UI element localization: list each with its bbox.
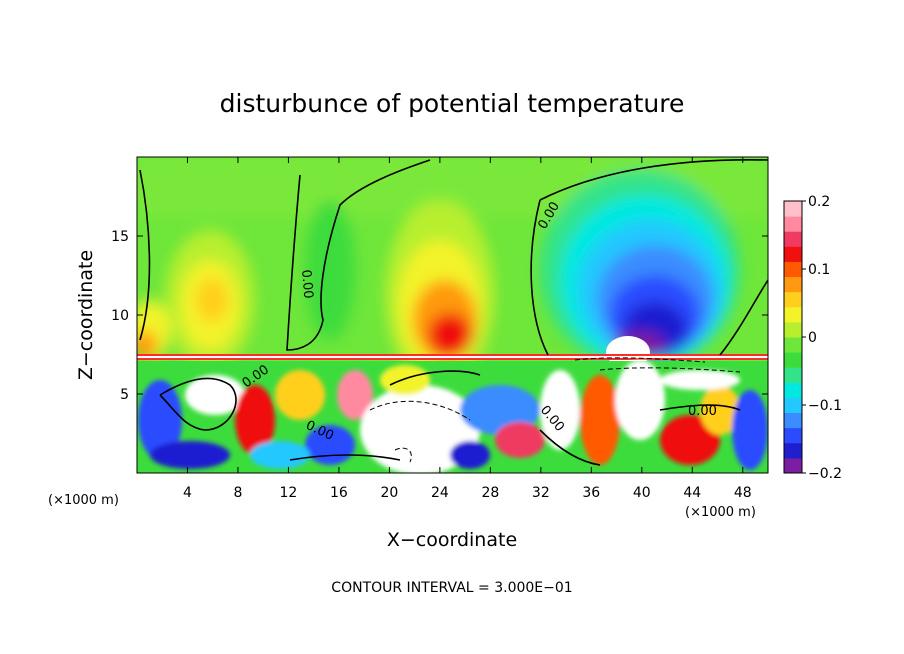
colorbar-swatch (784, 216, 802, 232)
colorbar-swatch (784, 427, 802, 444)
chart-title: disturbunce of potential temperature (220, 89, 685, 118)
contour-label-group: 0.00 0.00 0.00 0.00 0.00 0.00 (240, 199, 717, 443)
colorbar-swatch (784, 457, 802, 474)
contour-interval-note: CONTOUR INTERVAL = 3.000E−01 (331, 580, 572, 596)
y-tick-label: 10 (111, 308, 129, 324)
contour-label: 0.00 (688, 404, 717, 419)
colorbar-swatch (784, 231, 802, 247)
plot-area: 0.00 0.00 0.00 0.00 0.00 0.00 (137, 157, 768, 473)
x-tick-label: 36 (582, 485, 600, 501)
colorbar-swatch (784, 306, 802, 323)
contour-label: 0.00 (298, 269, 315, 299)
colorbar-swatch (784, 382, 802, 398)
colorbar-swatch (784, 201, 802, 217)
colorbar-swatch (784, 261, 802, 278)
contour-lines-dashed (369, 357, 741, 463)
colorbar-swatch (784, 367, 802, 383)
x-tick-label: 32 (532, 485, 550, 501)
colorbar-tick-label: −0.2 (808, 466, 842, 482)
colorbar-tick-label: 0.1 (808, 262, 830, 278)
x-tick-label: 48 (734, 485, 752, 501)
x-tick-label: 24 (431, 485, 449, 501)
x-tick-label: 16 (330, 485, 348, 501)
y-tick-label: 15 (111, 229, 129, 245)
colorbar-swatch (784, 397, 802, 414)
x-unit-left: (×1000 m) (48, 493, 119, 508)
colorbar-swatch (784, 291, 802, 308)
x-tick-label: 44 (683, 485, 701, 501)
colorbar: 0.2 0.1 0 −0.1 −0.2 (783, 194, 842, 482)
x-tick-label: 8 (233, 485, 242, 501)
colorbar-swatch (784, 321, 802, 338)
x-tick-label: 40 (633, 485, 651, 501)
y-tick-label: 5 (120, 387, 129, 403)
y-axis-label: Z−coordinate (75, 250, 97, 380)
contour-lines (139, 158, 768, 466)
colorbar-tick-label: 0 (808, 330, 817, 346)
x-tick-label: 4 (183, 485, 192, 501)
x-tick-label: 28 (481, 485, 499, 501)
y-axis: 5 10 15 (111, 229, 768, 403)
x-tick-label: 20 (380, 485, 398, 501)
upper-field (137, 157, 768, 390)
x-axis-label: X−coordinate (387, 529, 517, 551)
colorbar-tick-label: −0.1 (808, 398, 842, 414)
x-tick-label: 12 (280, 485, 298, 501)
colorbar-swatch (784, 276, 802, 293)
colorbar-swatch (784, 246, 802, 262)
colorbar-tick-label: 0.2 (808, 194, 830, 210)
lower-field (137, 360, 768, 473)
x-axis: 4 8 12 16 20 24 28 32 36 40 44 48 (183, 157, 752, 501)
colorbar-swatch (784, 352, 802, 368)
colorbar-swatch (784, 412, 802, 429)
x-unit-right: (×1000 m) (685, 505, 756, 520)
colorbar-swatch (784, 442, 802, 459)
colorbar-swatch (784, 337, 802, 353)
